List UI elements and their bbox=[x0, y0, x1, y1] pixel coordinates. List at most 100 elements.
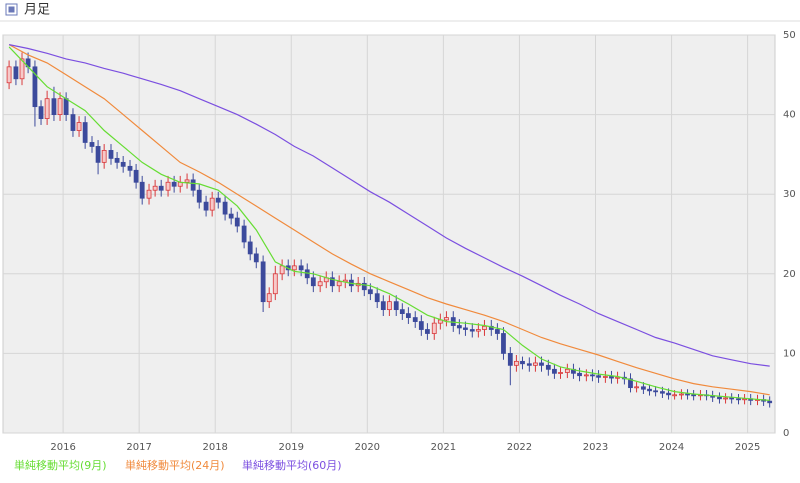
candle-body bbox=[329, 277, 335, 287]
candle-body bbox=[431, 322, 437, 334]
candle-body bbox=[196, 189, 202, 203]
candle-body bbox=[108, 150, 114, 159]
x-tick-label: 2024 bbox=[659, 442, 684, 453]
candle-body bbox=[628, 378, 633, 389]
candle-body bbox=[89, 142, 95, 147]
candle-body bbox=[367, 289, 373, 295]
candle-body bbox=[602, 376, 608, 378]
candle-body bbox=[165, 181, 171, 191]
candle-body bbox=[133, 169, 139, 183]
candle-body bbox=[253, 253, 259, 263]
x-tick-label: 2019 bbox=[279, 442, 304, 453]
candle-body bbox=[469, 329, 475, 332]
candle-body bbox=[513, 360, 519, 366]
candle-body bbox=[399, 309, 405, 314]
candle-body bbox=[374, 293, 380, 303]
y-tick-label: 20 bbox=[783, 269, 796, 280]
candle-body bbox=[234, 217, 240, 227]
candle-body bbox=[57, 98, 63, 116]
candle-body bbox=[475, 329, 481, 332]
candle-body bbox=[590, 374, 595, 377]
candle-body bbox=[456, 325, 462, 329]
candle-body bbox=[691, 394, 697, 397]
title-icon-inner bbox=[8, 6, 15, 13]
candle-body bbox=[615, 376, 620, 379]
candle-body bbox=[310, 277, 316, 287]
y-tick-label: 10 bbox=[783, 348, 796, 359]
x-tick-label: 2021 bbox=[431, 442, 456, 453]
candle-body bbox=[405, 313, 411, 318]
x-tick-label: 2018 bbox=[202, 442, 227, 453]
candle-body bbox=[272, 273, 278, 295]
candle-body bbox=[736, 398, 741, 401]
candle-body bbox=[729, 397, 735, 400]
candle-body bbox=[95, 146, 101, 163]
candle-body bbox=[482, 325, 487, 330]
candle-body bbox=[609, 376, 614, 379]
candle-body bbox=[552, 368, 557, 374]
candle-body bbox=[634, 386, 639, 389]
candle-body bbox=[101, 150, 107, 163]
moving-average-line bbox=[8, 46, 770, 401]
candle-body bbox=[596, 375, 601, 378]
candle-body bbox=[380, 301, 386, 311]
candle-body bbox=[76, 122, 82, 131]
chart-title: 月足 bbox=[24, 3, 50, 18]
candle-body bbox=[6, 66, 12, 84]
legend-entry: 単純移動平均(60月) bbox=[242, 458, 342, 472]
candle-body bbox=[215, 197, 221, 203]
candle-body bbox=[222, 201, 228, 215]
candle-body bbox=[82, 122, 88, 143]
candle-body bbox=[298, 265, 304, 271]
y-tick-label: 50 bbox=[783, 30, 796, 41]
x-tick-label: 2016 bbox=[50, 442, 75, 453]
candle-body bbox=[317, 281, 323, 287]
y-tick-label: 40 bbox=[783, 110, 796, 121]
candle-body bbox=[672, 394, 678, 397]
candle-body bbox=[723, 397, 728, 400]
candle-body bbox=[291, 265, 297, 271]
x-tick-label: 2020 bbox=[355, 442, 380, 453]
candle-body bbox=[19, 58, 25, 80]
candle-body bbox=[209, 197, 215, 211]
candle-body bbox=[660, 391, 665, 394]
candle-body bbox=[767, 400, 773, 404]
candle-body bbox=[171, 181, 177, 187]
candle-body bbox=[463, 327, 468, 330]
candle-body bbox=[146, 189, 152, 199]
candle-body bbox=[444, 317, 449, 321]
candle-body bbox=[120, 161, 126, 167]
candle-body bbox=[361, 282, 367, 291]
candle-body bbox=[127, 165, 133, 171]
legend-entry: 単純移動平均(24月) bbox=[125, 458, 225, 472]
candle-body bbox=[666, 392, 671, 396]
candle-body bbox=[228, 213, 234, 219]
candle-body bbox=[158, 185, 164, 191]
candle-body bbox=[412, 317, 418, 322]
candle-body bbox=[190, 179, 196, 191]
candle-body bbox=[653, 390, 658, 393]
x-tick-label: 2025 bbox=[735, 442, 760, 453]
candle-body bbox=[520, 360, 525, 365]
candle-body bbox=[51, 98, 57, 116]
candle-body bbox=[418, 321, 424, 330]
candle-body bbox=[577, 372, 582, 377]
candle-body bbox=[203, 201, 209, 211]
candle-body bbox=[114, 157, 120, 163]
candle-body bbox=[13, 66, 19, 80]
candle-body bbox=[685, 393, 690, 396]
candle-body bbox=[241, 225, 247, 243]
candle-body bbox=[425, 329, 430, 334]
y-tick-label: 30 bbox=[783, 189, 796, 200]
candle-body bbox=[32, 66, 38, 108]
candle-body bbox=[44, 98, 50, 119]
x-tick-label: 2022 bbox=[507, 442, 532, 453]
legend-entry: 単純移動平均(9月) bbox=[14, 458, 107, 472]
candle-body bbox=[336, 281, 342, 287]
candle-body bbox=[507, 352, 513, 366]
candle-body bbox=[70, 114, 76, 131]
candle-body bbox=[247, 241, 253, 255]
plot-area bbox=[2, 34, 776, 434]
candle-body bbox=[184, 179, 190, 183]
